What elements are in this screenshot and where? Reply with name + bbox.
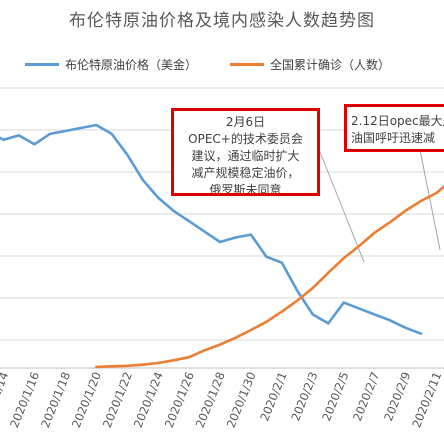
annotation-feb6-line-5: 俄罗斯未同意 — [209, 183, 282, 196]
x-tick-label-10: 2020/2/3 — [288, 370, 320, 423]
annotation-feb12-line-2: 油国呼吁迅速减 — [351, 131, 436, 145]
x-tick-label-9: 2020/2/1 — [257, 370, 289, 423]
x-tick-label-4: 2020/1/22 — [100, 370, 135, 430]
x-tick-label-1: 2020/1/16 — [7, 370, 42, 430]
x-tick-label-3: 2020/1/20 — [69, 370, 104, 430]
annotation-feb6-connector — [319, 151, 365, 263]
annotation-feb6-line-1: 2月6日 — [225, 115, 266, 129]
x-tick-label-6: 2020/1/26 — [162, 370, 197, 430]
annotation-feb6-line-2: OPEC+的技术委员会 — [188, 132, 303, 146]
chart-title: 布伦特原油价格及境内感染人数趋势图 — [69, 11, 375, 31]
legend-swatch-confirmed-cases — [230, 62, 264, 66]
x-tick-label-11: 2020/2/5 — [319, 370, 351, 423]
series-line-confirmed-cases — [95, 184, 444, 369]
legend-item-confirmed-cases: 全国累计确诊（人数） — [230, 54, 390, 74]
annotation-feb12-line-1: 2.12日opec最大产 — [351, 114, 444, 128]
x-tick-label-2: 2020/1/18 — [38, 370, 73, 430]
annotation-feb6-line-3: 建议，通过临时扩大 — [191, 149, 300, 163]
annotation-box-feb12: 2.12日opec最大产 油国呼吁迅速减 — [344, 104, 444, 152]
legend-swatch-oil-price — [25, 62, 59, 66]
legend-item-oil-price: 布伦特原油价格（美金） — [25, 54, 197, 74]
x-tick-label-14: 2020/2/11 — [409, 370, 444, 430]
annotation-feb12-connector — [419, 149, 441, 251]
annotation-feb6-line-4: 减产规模稳定油价， — [191, 166, 300, 180]
x-tick-label-5: 2020/1/24 — [131, 370, 166, 430]
x-tick-label-13: 2020/2/9 — [381, 370, 413, 423]
legend-label-oil-price: 布伦特原油价格（美金） — [65, 57, 198, 72]
legend-label-confirmed-cases: 全国累计确诊（人数） — [270, 57, 391, 72]
x-tick-label-7: 2020/1/28 — [193, 370, 228, 430]
annotation-box-feb6: 2月6日 OPEC+的技术委员会 建议，通过临时扩大 减产规模稳定油价， 俄罗斯… — [171, 108, 320, 196]
x-tick-label-8: 2020/1/30 — [224, 370, 259, 430]
series-line-oil-price — [0, 123, 423, 336]
x-tick-label-12: 2020/2/7 — [350, 370, 382, 423]
